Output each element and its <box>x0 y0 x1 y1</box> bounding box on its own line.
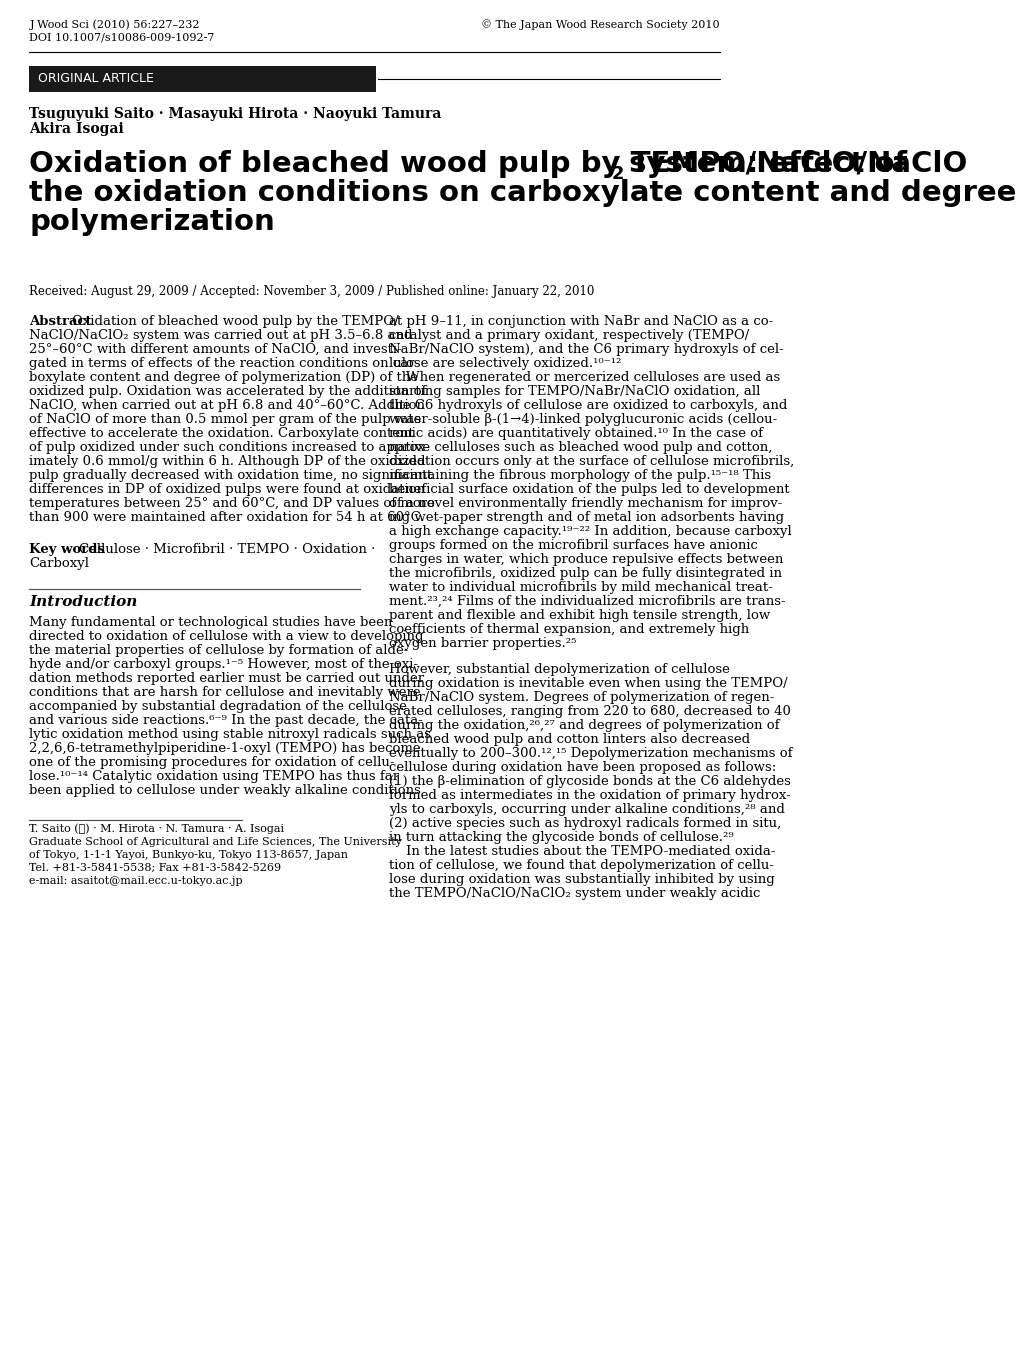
Text: imately 0.6 mmol/g within 6 h. Although DP of the oxidized: imately 0.6 mmol/g within 6 h. Although … <box>30 455 426 468</box>
Text: been applied to cellulose under weakly alkaline conditions: been applied to cellulose under weakly a… <box>30 784 421 798</box>
Text: Abstract: Abstract <box>30 315 92 328</box>
Text: NaBr/NaClO system), and the C6 primary hydroxyls of cel-: NaBr/NaClO system), and the C6 primary h… <box>389 343 784 356</box>
Text: during oxidation is inevitable even when using the TEMPO/: during oxidation is inevitable even when… <box>389 677 788 690</box>
Text: Graduate School of Agricultural and Life Sciences, The University: Graduate School of Agricultural and Life… <box>30 837 401 847</box>
Text: polymerization: polymerization <box>30 208 275 235</box>
Text: eventually to 200–300.¹²,¹⁵ Depolymerization mechanisms of: eventually to 200–300.¹²,¹⁵ Depolymeriza… <box>389 746 792 760</box>
Text: 2: 2 <box>611 165 624 183</box>
Text: maintaining the fibrous morphology of the pulp.¹⁵⁻¹⁸ This: maintaining the fibrous morphology of th… <box>389 469 770 482</box>
Text: However, substantial depolymerization of cellulose: However, substantial depolymerization of… <box>389 663 730 677</box>
Text: ORIGINAL ARTICLE: ORIGINAL ARTICLE <box>38 73 154 85</box>
Text: oxidized pulp. Oxidation was accelerated by the addition of: oxidized pulp. Oxidation was accelerated… <box>30 385 426 398</box>
Text: the TEMPO/NaClO/NaClO₂ system under weakly acidic: the TEMPO/NaClO/NaClO₂ system under weak… <box>389 886 760 900</box>
Text: system: effect of: system: effect of <box>618 151 906 178</box>
Text: Oxidation of bleached wood pulp by the TEMPO/: Oxidation of bleached wood pulp by the T… <box>72 315 398 328</box>
Text: dation methods reported earlier must be carried out under: dation methods reported earlier must be … <box>30 672 424 685</box>
Text: of NaClO of more than 0.5 mmol per gram of the pulp was: of NaClO of more than 0.5 mmol per gram … <box>30 413 421 426</box>
Text: Many fundamental or technological studies have been: Many fundamental or technological studie… <box>30 616 392 629</box>
Text: the microfibrils, oxidized pulp can be fully disintegrated in: the microfibrils, oxidized pulp can be f… <box>389 568 782 580</box>
Text: beneficial surface oxidation of the pulps led to development: beneficial surface oxidation of the pulp… <box>389 483 790 496</box>
Text: groups formed on the microfibril surfaces have anionic: groups formed on the microfibril surface… <box>389 539 757 551</box>
Text: (2) active species such as hydroxyl radicals formed in situ,: (2) active species such as hydroxyl radi… <box>389 816 781 830</box>
Text: directed to oxidation of cellulose with a view to developing: directed to oxidation of cellulose with … <box>30 629 424 643</box>
Text: of a novel environmentally friendly mechanism for improv-: of a novel environmentally friendly mech… <box>389 498 782 510</box>
Text: DOI 10.1007/s10086-009-1092-7: DOI 10.1007/s10086-009-1092-7 <box>30 32 215 42</box>
Text: ronic acids) are quantitatively obtained.¹⁰ In the case of: ronic acids) are quantitatively obtained… <box>389 426 762 440</box>
Text: NaClO, when carried out at pH 6.8 and 40°–60°C. Addition: NaClO, when carried out at pH 6.8 and 40… <box>30 399 425 412</box>
Text: of Tokyo, 1-1-1 Yayoi, Bunkyo-ku, Tokyo 113-8657, Japan: of Tokyo, 1-1-1 Yayoi, Bunkyo-ku, Tokyo … <box>30 850 348 859</box>
Text: gated in terms of effects of the reaction conditions on car-: gated in terms of effects of the reactio… <box>30 356 419 370</box>
Text: bleached wood pulp and cotton linters also decreased: bleached wood pulp and cotton linters al… <box>389 733 750 746</box>
Text: In the latest studies about the TEMPO-mediated oxida-: In the latest studies about the TEMPO-me… <box>389 845 775 858</box>
Text: J Wood Sci (2010) 56:227–232: J Wood Sci (2010) 56:227–232 <box>30 19 200 30</box>
Text: lytic oxidation method using stable nitroxyl radicals such as: lytic oxidation method using stable nitr… <box>30 728 431 741</box>
Text: starting samples for TEMPO/NaBr/NaClO oxidation, all: starting samples for TEMPO/NaBr/NaClO ox… <box>389 385 760 398</box>
Text: cellulose during oxidation have been proposed as follows:: cellulose during oxidation have been pro… <box>389 761 775 773</box>
Text: Akira Isogai: Akira Isogai <box>30 122 124 136</box>
Text: NaBr/NaClO system. Degrees of polymerization of regen-: NaBr/NaClO system. Degrees of polymeriza… <box>389 691 774 703</box>
Text: pulp gradually decreased with oxidation time, no significant: pulp gradually decreased with oxidation … <box>30 469 432 482</box>
Text: coefficients of thermal expansion, and extremely high: coefficients of thermal expansion, and e… <box>389 623 749 636</box>
Text: 25°–60°C with different amounts of NaClO, and investi-: 25°–60°C with different amounts of NaClO… <box>30 343 401 356</box>
Text: of pulp oxidized under such conditions increased to approx-: of pulp oxidized under such conditions i… <box>30 441 429 455</box>
Text: charges in water, which produce repulsive effects between: charges in water, which produce repulsiv… <box>389 553 783 566</box>
Text: T. Saito (✉) · M. Hirota · N. Tamura · A. Isogai: T. Saito (✉) · M. Hirota · N. Tamura · A… <box>30 823 284 834</box>
Text: than 900 were maintained after oxidation for 54 h at 60°C.: than 900 were maintained after oxidation… <box>30 511 425 525</box>
Text: Key words: Key words <box>30 543 105 555</box>
Text: accompanied by substantial degradation of the cellulose: accompanied by substantial degradation o… <box>30 699 407 713</box>
Text: lose during oxidation was substantially inhibited by using: lose during oxidation was substantially … <box>389 873 774 886</box>
Text: Tsuguyuki Saito · Masayuki Hirota · Naoyuki Tamura: Tsuguyuki Saito · Masayuki Hirota · Naoy… <box>30 108 441 121</box>
Text: differences in DP of oxidized pulps were found at oxidation: differences in DP of oxidized pulps were… <box>30 483 425 496</box>
Text: effective to accelerate the oxidation. Carboxylate content: effective to accelerate the oxidation. C… <box>30 426 414 440</box>
Text: NaClO/NaClO₂ system was carried out at pH 3.5–6.8 and: NaClO/NaClO₂ system was carried out at p… <box>30 330 413 342</box>
Text: Tel. +81-3-5841-5538; Fax +81-3-5842-5269: Tel. +81-3-5841-5538; Fax +81-3-5842-526… <box>30 863 281 873</box>
Text: parent and flexible and exhibit high tensile strength, low: parent and flexible and exhibit high ten… <box>389 609 770 621</box>
Text: temperatures between 25° and 60°C, and DP values of more: temperatures between 25° and 60°C, and D… <box>30 498 435 510</box>
FancyBboxPatch shape <box>30 66 376 91</box>
Text: erated celluloses, ranging from 220 to 680, decreased to 40: erated celluloses, ranging from 220 to 6… <box>389 705 791 718</box>
Text: in turn attacking the glycoside bonds of cellulose.²⁹: in turn attacking the glycoside bonds of… <box>389 831 734 845</box>
Text: When regenerated or mercerized celluloses are used as: When regenerated or mercerized cellulose… <box>389 371 780 385</box>
Text: ment.²³,²⁴ Films of the individualized microfibrils are trans-: ment.²³,²⁴ Films of the individualized m… <box>389 594 786 608</box>
Text: the C6 hydroxyls of cellulose are oxidized to carboxyls, and: the C6 hydroxyls of cellulose are oxidiz… <box>389 399 787 412</box>
Text: water-soluble β-(1→4)-linked polyglucuronic acids (cellou-: water-soluble β-(1→4)-linked polyglucuro… <box>389 413 776 426</box>
Text: and various side reactions.⁶⁻⁹ In the past decade, the cata-: and various side reactions.⁶⁻⁹ In the pa… <box>30 714 423 728</box>
Text: formed as intermediates in the oxidation of primary hydrox-: formed as intermediates in the oxidation… <box>389 790 791 802</box>
Text: the oxidation conditions on carboxylate content and degree of: the oxidation conditions on carboxylate … <box>30 179 1019 207</box>
Text: Cellulose · Microfibril · TEMPO · Oxidation ·: Cellulose · Microfibril · TEMPO · Oxidat… <box>79 543 375 555</box>
Text: ing wet-paper strength and of metal ion adsorbents having: ing wet-paper strength and of metal ion … <box>389 511 784 525</box>
Text: lulose are selectively oxidized.¹⁰⁻¹²: lulose are selectively oxidized.¹⁰⁻¹² <box>389 356 622 370</box>
Text: e-mail: asaitot@mail.ecc.u-tokyo.ac.jp: e-mail: asaitot@mail.ecc.u-tokyo.ac.jp <box>30 876 243 886</box>
Text: a high exchange capacity.¹⁹⁻²² In addition, because carboxyl: a high exchange capacity.¹⁹⁻²² In additi… <box>389 525 792 538</box>
Text: native celluloses such as bleached wood pulp and cotton,: native celluloses such as bleached wood … <box>389 441 772 455</box>
Text: the material properties of cellulose by formation of alde-: the material properties of cellulose by … <box>30 644 409 656</box>
Text: at pH 9–11, in conjunction with NaBr and NaClO as a co-: at pH 9–11, in conjunction with NaBr and… <box>389 315 772 328</box>
Text: 2,2,6,6-tetramethylpiperidine-1-oxyl (TEMPO) has become: 2,2,6,6-tetramethylpiperidine-1-oxyl (TE… <box>30 742 421 755</box>
Text: (1) the β-elimination of glycoside bonds at the C6 aldehydes: (1) the β-elimination of glycoside bonds… <box>389 775 791 788</box>
Text: © The Japan Wood Research Society 2010: © The Japan Wood Research Society 2010 <box>481 19 719 30</box>
Text: hyde and/or carboxyl groups.¹⁻⁵ However, most of the oxi-: hyde and/or carboxyl groups.¹⁻⁵ However,… <box>30 658 418 671</box>
Text: Introduction: Introduction <box>30 594 138 609</box>
Text: oxygen barrier properties.²⁵: oxygen barrier properties.²⁵ <box>389 638 576 650</box>
Text: lose.¹⁰⁻¹⁴ Catalytic oxidation using TEMPO has thus far: lose.¹⁰⁻¹⁴ Catalytic oxidation using TEM… <box>30 769 399 783</box>
Text: oxidation occurs only at the surface of cellulose microfibrils,: oxidation occurs only at the surface of … <box>389 455 794 468</box>
Text: catalyst and a primary oxidant, respectively (TEMPO/: catalyst and a primary oxidant, respecti… <box>389 330 749 342</box>
Text: Carboxyl: Carboxyl <box>30 557 90 570</box>
Text: during the oxidation,²⁶,²⁷ and degrees of polymerization of: during the oxidation,²⁶,²⁷ and degrees o… <box>389 720 780 732</box>
Text: water to individual microfibrils by mild mechanical treat-: water to individual microfibrils by mild… <box>389 581 772 594</box>
Text: Received: August 29, 2009 / Accepted: November 3, 2009 / Published online: Janua: Received: August 29, 2009 / Accepted: No… <box>30 285 594 299</box>
Text: conditions that are harsh for cellulose and inevitably were: conditions that are harsh for cellulose … <box>30 686 421 699</box>
Text: tion of cellulose, we found that depolymerization of cellu-: tion of cellulose, we found that depolym… <box>389 859 773 872</box>
Text: Oxidation of bleached wood pulp by TEMPO/NaClO/NaClO: Oxidation of bleached wood pulp by TEMPO… <box>30 151 967 178</box>
Text: yls to carboxyls, occurring under alkaline conditions,²⁸ and: yls to carboxyls, occurring under alkali… <box>389 803 785 816</box>
Text: one of the promising procedures for oxidation of cellu-: one of the promising procedures for oxid… <box>30 756 394 769</box>
Text: boxylate content and degree of polymerization (DP) of the: boxylate content and degree of polymeriz… <box>30 371 418 385</box>
